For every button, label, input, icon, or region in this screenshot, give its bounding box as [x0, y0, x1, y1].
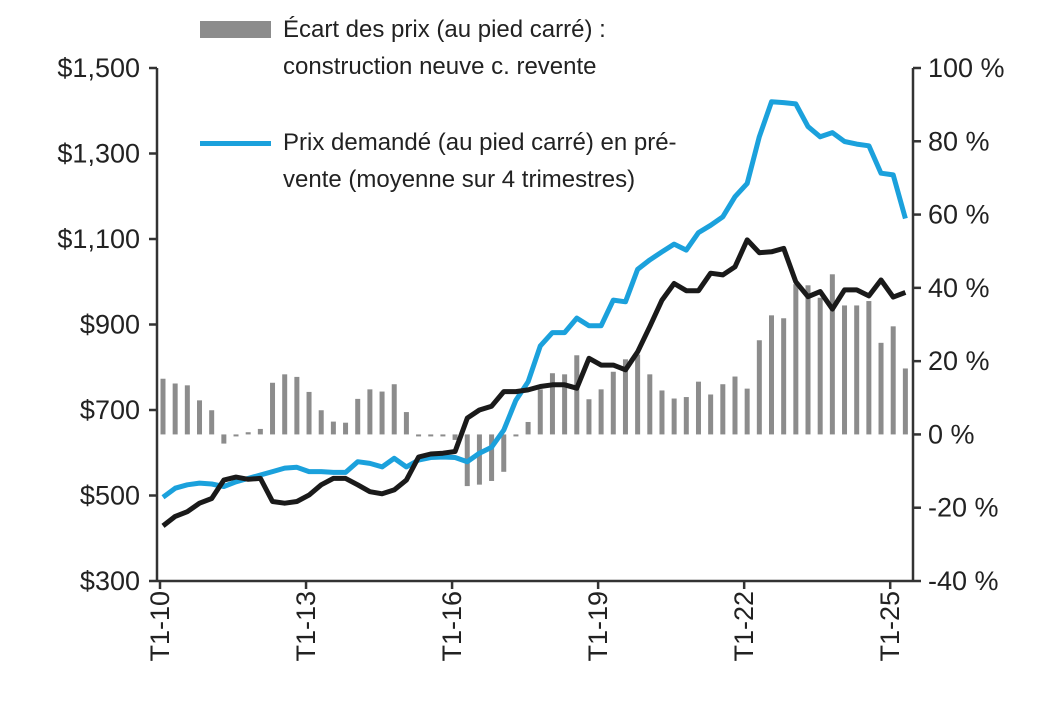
legend-label-bar: Écart des prix (au pied carré) : constru…	[283, 16, 606, 80]
right-tick-label: -40 %	[928, 566, 999, 596]
bar	[221, 434, 227, 444]
bar	[842, 305, 848, 435]
bar	[635, 354, 641, 435]
left-tick-label: $1,100	[57, 224, 140, 254]
bar	[172, 383, 178, 435]
left-tick-label: $900	[80, 310, 140, 340]
bar	[537, 389, 543, 435]
x-tick-label: T1-16	[437, 591, 467, 662]
bar	[647, 374, 653, 435]
x-tick-label: T1-13	[291, 591, 321, 662]
bar	[622, 359, 628, 435]
bar	[391, 384, 397, 435]
bar	[708, 394, 714, 435]
bar	[209, 410, 215, 435]
bar	[902, 368, 908, 435]
x-tick-label: T1-10	[145, 591, 175, 662]
bar	[671, 398, 677, 435]
bar	[805, 285, 811, 435]
black-series-line	[161, 237, 907, 528]
bar	[282, 374, 288, 435]
bar	[513, 434, 519, 437]
x-tick-label: T1-22	[729, 591, 759, 662]
bar	[428, 434, 434, 437]
bar	[489, 434, 495, 481]
bar	[355, 398, 361, 435]
bar	[562, 374, 568, 435]
right-tick-label: 20 %	[928, 346, 990, 376]
bar	[756, 340, 762, 435]
bar	[793, 284, 799, 435]
bar	[160, 378, 166, 435]
x-tick-label: T1-25	[875, 591, 905, 662]
bar	[781, 318, 787, 435]
bar	[598, 389, 604, 435]
bar	[294, 376, 300, 435]
bar	[586, 399, 592, 435]
bar	[817, 297, 823, 435]
bar	[330, 421, 336, 435]
bar	[610, 371, 616, 435]
bar	[549, 373, 555, 435]
right-tick-label: 80 %	[928, 126, 990, 156]
bar	[270, 382, 276, 435]
right-tick-label: -20 %	[928, 493, 999, 523]
bar	[245, 432, 251, 435]
right-tick-label: 100 %	[928, 53, 1005, 83]
bar	[890, 326, 896, 435]
legend-label-line: Prix demandé (au pied carré) en pré-vent…	[283, 129, 677, 193]
bar	[732, 376, 738, 435]
bar	[440, 434, 446, 437]
bar	[306, 391, 312, 435]
bar	[574, 355, 580, 435]
bar	[720, 384, 726, 435]
bar	[525, 421, 531, 435]
bar	[683, 397, 689, 435]
bar	[416, 434, 422, 437]
bar	[197, 400, 203, 435]
bar	[854, 305, 860, 435]
bar	[476, 434, 482, 485]
legend-swatch-line	[200, 141, 271, 146]
bar	[367, 389, 373, 435]
left-tick-label: $500	[80, 481, 140, 511]
axes: $300 $500 $700 $900 $1,100 $1,300 $1,500 -40 % -…	[57, 53, 1004, 662]
bar	[695, 381, 701, 435]
legend-swatch-bar	[200, 21, 271, 38]
bar	[379, 391, 385, 435]
right-tick-label: 40 %	[928, 273, 990, 303]
left-tick-label: $1,300	[57, 139, 140, 169]
bar	[343, 422, 349, 435]
bar	[403, 412, 409, 435]
presale-price-line	[161, 99, 908, 500]
bar	[829, 274, 835, 435]
bar	[452, 434, 458, 440]
line-series	[161, 99, 908, 528]
right-tick-label: 0 %	[928, 419, 975, 449]
bar	[184, 385, 190, 435]
left-tick-label: $1,500	[57, 53, 140, 83]
bar	[878, 342, 884, 435]
x-tick-label: T1-19	[583, 591, 613, 662]
bar	[233, 434, 239, 437]
bar-series	[160, 274, 908, 487]
left-tick-label: $300	[80, 566, 140, 596]
bar	[501, 434, 507, 472]
left-tick-label: $700	[80, 395, 140, 425]
bar	[318, 410, 324, 435]
right-tick-label: 60 %	[928, 200, 990, 230]
bar	[744, 388, 750, 435]
bar	[866, 301, 872, 435]
bar	[659, 390, 665, 435]
bar	[257, 428, 263, 435]
bar	[769, 315, 774, 435]
